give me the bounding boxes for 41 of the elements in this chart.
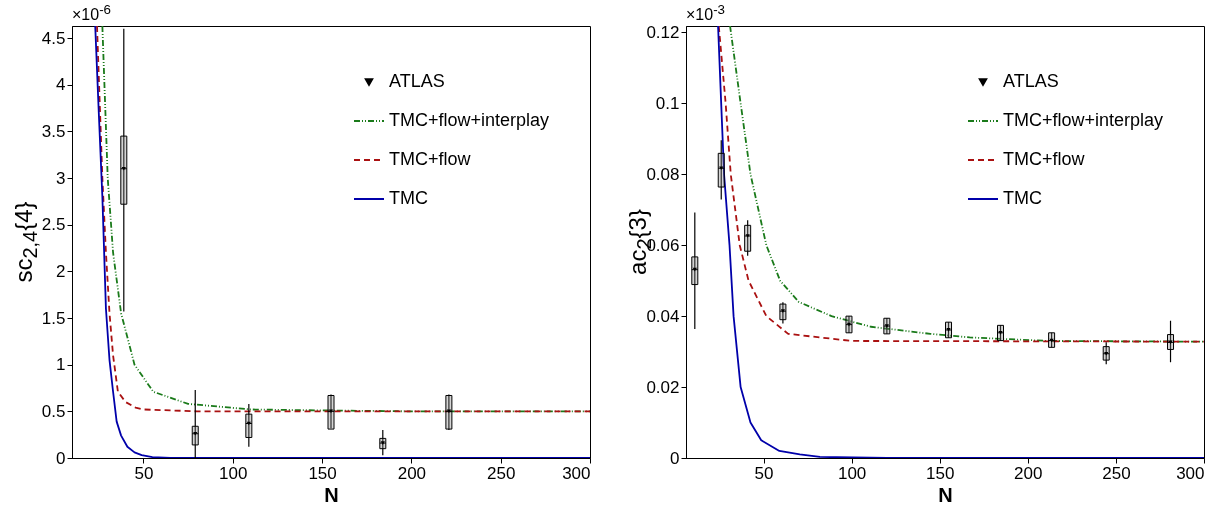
- y-tick-label: 4: [56, 75, 66, 95]
- x-tick-label: 100: [219, 463, 248, 483]
- x-tick-label: 200: [1014, 463, 1043, 483]
- y-tick-label: 0.04: [646, 306, 680, 326]
- y-tick-label: 2.5: [41, 215, 66, 235]
- legend-label: ATLAS: [1003, 71, 1059, 91]
- y-tick-label: 0: [56, 448, 66, 468]
- y-tick-label: 3.5: [41, 121, 66, 141]
- legend-label: ATLAS: [389, 71, 445, 91]
- y-tick-label: 0.5: [41, 401, 66, 421]
- x-tick-label: 300: [562, 463, 591, 483]
- text: ×10$^{-6}$: [72, 2, 111, 25]
- x-tick-label: 200: [397, 463, 427, 483]
- legend-label: TMC+flow: [389, 149, 472, 169]
- x-tick-label: 150: [926, 463, 955, 483]
- x-tick-label: 100: [837, 463, 867, 483]
- y-tick-label: 4.5: [41, 28, 66, 48]
- y-tick-label: 0.1: [655, 93, 680, 113]
- legend-label: TMC+flow: [1003, 149, 1086, 169]
- legend-label: TMC+flow+interplay: [389, 110, 550, 130]
- y-tick-label: 1: [56, 355, 66, 375]
- y-tick-label: 1.5: [41, 308, 66, 328]
- x-axis-title: N: [938, 483, 953, 506]
- x-axis-title: N: [324, 483, 339, 506]
- y-tick-label: 0.12: [646, 22, 680, 42]
- y-tick-label: 2: [56, 261, 66, 281]
- x-tick-label: 300: [1176, 463, 1205, 483]
- x-tick-label: 250: [1102, 463, 1131, 483]
- legend-label: TMC: [389, 188, 428, 208]
- y-tick-label: 0: [670, 448, 680, 468]
- y-tick-label: 0.02: [646, 377, 680, 397]
- y-tick-label: 0.08: [646, 164, 680, 184]
- x-tick-label: 150: [308, 463, 337, 483]
- x-tick-label: 250: [487, 463, 516, 483]
- x-tick-label: 50: [754, 463, 774, 483]
- y-tick-label: 3: [56, 168, 66, 188]
- x-tick-label: 50: [134, 463, 154, 483]
- legend-label: TMC: [1003, 188, 1042, 208]
- text: ×10$^{-3}$: [686, 2, 725, 25]
- legend-label: TMC+flow+interplay: [1003, 110, 1164, 130]
- line-series: [717, 26, 1204, 458]
